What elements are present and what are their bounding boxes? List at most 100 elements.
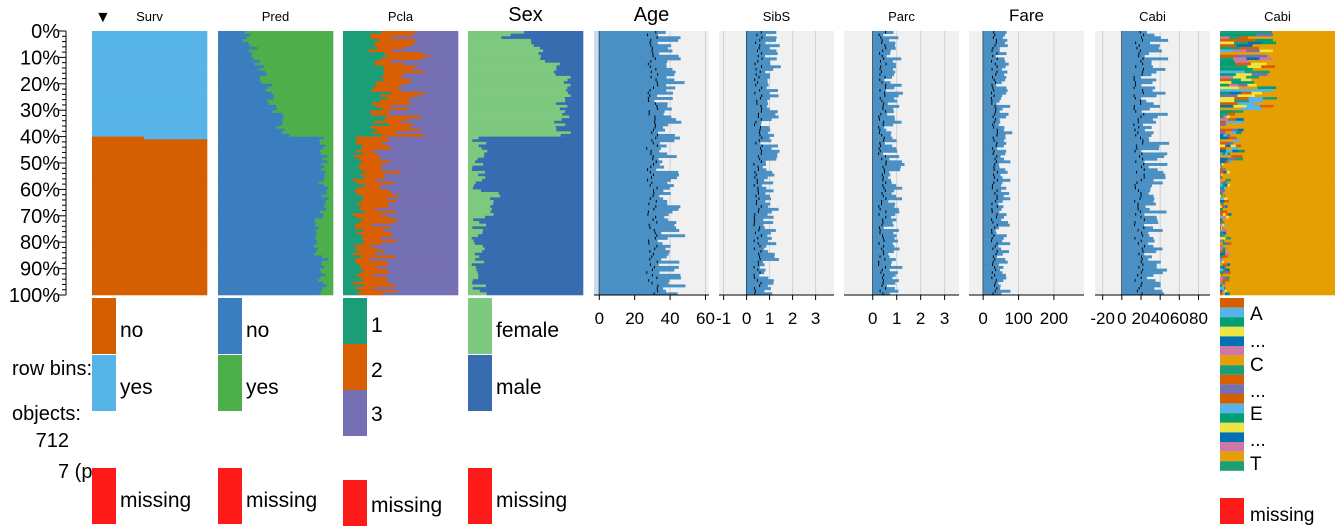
cabi-bin <box>1222 160 1227 164</box>
cabi-bin <box>1121 78 1157 82</box>
cabi-bin <box>1222 213 1226 217</box>
pcla-bin <box>343 221 360 225</box>
pcla-bin <box>343 126 371 129</box>
sex-bin <box>477 271 584 275</box>
age-bin <box>599 60 668 63</box>
pcla-bin <box>357 292 383 296</box>
cabi-bin <box>1272 89 1335 93</box>
cabi-bin <box>1220 192 1222 195</box>
sex-bin <box>468 242 475 246</box>
cabi-bin <box>1121 141 1170 145</box>
age-bin <box>599 128 666 132</box>
pcla-bin <box>389 226 459 230</box>
pred-legend-missing-swatch <box>218 468 242 524</box>
cabi-bin <box>1220 115 1224 119</box>
sex-bin <box>481 250 584 254</box>
fare-bin <box>983 73 1005 77</box>
sex-bin <box>468 41 532 45</box>
pred-bin <box>328 197 334 201</box>
cabi-bin <box>1234 99 1250 103</box>
cabi-bin <box>1220 279 1223 283</box>
fare-x-tick-label: 100 <box>1004 309 1032 328</box>
cabi-bin <box>1229 268 1335 272</box>
pcla-bin <box>395 255 459 259</box>
sex-bin <box>478 276 584 280</box>
pcla-bin <box>343 284 364 288</box>
age-bin <box>599 149 660 153</box>
sex-bin <box>471 236 584 240</box>
pcla-bin <box>392 234 459 238</box>
sex-bin <box>524 31 584 34</box>
age-bin <box>599 97 673 100</box>
sex-bin <box>468 178 483 182</box>
cabi-bin <box>1244 70 1271 74</box>
sibs-bin <box>746 178 765 182</box>
age-bin <box>599 46 669 50</box>
surv-bin <box>92 226 208 230</box>
fare-bin <box>983 62 1009 66</box>
cabi-bin <box>1121 263 1157 267</box>
cabi-bin <box>1220 102 1238 106</box>
parc-bin <box>872 147 897 151</box>
age-bin <box>599 81 685 85</box>
pcla-bin <box>356 215 390 219</box>
cabi-bin <box>1277 97 1335 100</box>
cabi-legend-swatch <box>1220 413 1244 423</box>
pcla-bin <box>343 192 357 195</box>
cabi-bin <box>1274 65 1335 69</box>
pred-bin <box>218 271 322 275</box>
pcla-bin <box>370 244 459 248</box>
cabi-bin <box>1121 97 1142 100</box>
sex-bin <box>565 99 584 103</box>
pcla-bin <box>343 97 388 100</box>
parc-bin <box>872 265 903 269</box>
sex-bin <box>468 244 483 248</box>
sex-bin <box>468 197 491 201</box>
pcla-bin <box>378 38 417 42</box>
cabi-bin <box>1121 234 1150 238</box>
sex-bin <box>482 244 584 248</box>
age-bin <box>599 178 671 182</box>
pcla-bin <box>420 115 459 119</box>
age-bin <box>599 168 657 172</box>
pcla-bin <box>352 281 390 285</box>
age-bin <box>599 62 667 66</box>
surv-bin <box>92 46 208 50</box>
fare-bin <box>983 271 1003 275</box>
cabi-bin <box>1223 202 1335 206</box>
cabi-bin <box>1121 94 1157 98</box>
sex-bin <box>567 86 584 90</box>
cabi-bin <box>1222 239 1225 243</box>
cabi-bin <box>1226 265 1335 269</box>
pcla-bin <box>389 112 459 116</box>
sibs-bin <box>746 252 775 256</box>
cabi-bin <box>1227 247 1335 251</box>
pcla-bin <box>357 181 394 185</box>
parc-bin <box>872 62 896 66</box>
cabi-bin <box>1258 46 1335 50</box>
surv-bin <box>92 141 208 145</box>
sex-bin <box>468 115 570 119</box>
age-x-tick-label: 20 <box>625 309 644 328</box>
cabi-bin <box>1240 78 1252 82</box>
sex-bin <box>567 78 584 82</box>
cabi-bin <box>1121 197 1155 201</box>
age-bin <box>599 110 665 114</box>
sex-bin <box>468 94 571 98</box>
pcla-bin <box>392 49 459 53</box>
pcla-bin <box>373 86 399 90</box>
pcla-bin <box>386 279 459 283</box>
cabi-bin <box>1229 83 1239 87</box>
cabi-bin <box>1221 258 1223 261</box>
sibs-bin <box>746 160 766 164</box>
parc-bin <box>872 284 888 288</box>
cabi-bin <box>1222 221 1225 225</box>
parc-bin <box>872 163 905 166</box>
pred-bin <box>323 213 334 217</box>
pred-bin <box>248 49 334 53</box>
pcla-bin <box>414 41 459 45</box>
sex-legend-female-label: female <box>496 319 559 342</box>
fare-bin <box>983 234 1007 238</box>
cabi-bin <box>1220 231 1224 235</box>
column-title-cabi2: Cabi <box>1264 9 1291 24</box>
